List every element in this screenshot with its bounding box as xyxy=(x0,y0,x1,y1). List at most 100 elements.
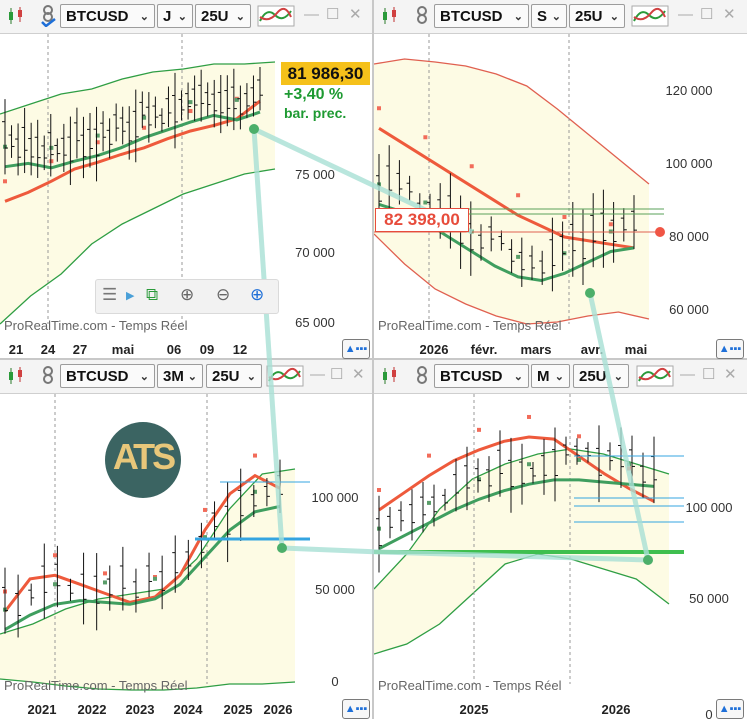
candlestick-icon[interactable] xyxy=(380,365,400,387)
minimize-icon[interactable]: — xyxy=(678,6,693,23)
scroll-right-button[interactable]: ▲▪▪▪ xyxy=(716,339,744,359)
psar-dot xyxy=(203,507,207,512)
maximize-icon[interactable]: ☐ xyxy=(330,366,344,383)
psar-dot xyxy=(142,115,147,120)
band-fill xyxy=(0,469,295,690)
scroll-right-button[interactable]: ▲▪▪▪ xyxy=(342,339,370,359)
y-tick-label: 50 000 xyxy=(689,591,729,606)
psar-dot xyxy=(608,222,613,227)
scroll-right-button[interactable]: ▲▪▪▪ xyxy=(342,699,370,719)
symbol-select[interactable]: BTCUSD ⌄ xyxy=(60,4,155,28)
psar-dot xyxy=(103,580,107,585)
x-tick-label: 09 xyxy=(200,342,214,357)
chevron-down-icon: ⌄ xyxy=(551,11,561,23)
x-tick-label: 24 xyxy=(41,342,56,357)
units-select[interactable]: 25U ⌄ xyxy=(195,4,251,28)
chart-panel-monthly[interactable]: BTCUSD ⌄ M ⌄ 25U ⌄ — ☐ ✕ 100 000 50 000 0 2025… xyxy=(374,360,747,719)
prev-bar-label: bar. prec. xyxy=(284,105,347,121)
psar-dot xyxy=(516,193,521,198)
maximize-icon[interactable]: ☐ xyxy=(700,6,714,23)
y-tick-label: 0 xyxy=(705,707,712,719)
price-chart[interactable]: 100 000 50 000 0 2021 2022 2023 2024 2025 2026 Pr… xyxy=(0,394,373,719)
x-tick-label: 2026 xyxy=(602,702,631,717)
link-icon[interactable] xyxy=(38,5,58,27)
y-tick-label: 100 000 xyxy=(686,500,733,515)
symbol-select[interactable]: BTCUSD ⌄ xyxy=(60,364,155,388)
timeframe-select[interactable]: J ⌄ xyxy=(157,4,193,28)
timeframe-select[interactable]: S ⌄ xyxy=(531,4,567,28)
price-chart[interactable]: 75 000 70 000 65 000 21 24 27 mai 06 09 12 ProReal… xyxy=(0,34,373,359)
menu-icon[interactable]: ☰ xyxy=(102,285,118,304)
minimize-icon[interactable]: — xyxy=(304,6,319,23)
chevron-down-icon: ⌄ xyxy=(554,371,564,383)
watermark: ProRealTime.com - Temps Réel xyxy=(378,318,562,333)
y-tick-label: 50 000 xyxy=(315,582,355,597)
units-select[interactable]: 25U ⌄ xyxy=(569,4,625,28)
units-select[interactable]: 25U ⌄ xyxy=(573,364,629,388)
last-price-label: 81 986,30 xyxy=(281,62,370,85)
last-price-marker xyxy=(655,227,665,237)
candlestick-icon[interactable] xyxy=(6,5,26,27)
symbol-select[interactable]: BTCUSD ⌄ xyxy=(434,364,529,388)
candle-style-icon[interactable]: ⧉ xyxy=(146,285,159,304)
indicators-icon[interactable] xyxy=(631,5,669,27)
panel-divider[interactable] xyxy=(0,358,747,360)
chart-mini-toolbar: ☰ ▶ ⧉ ⊕ ⊖ ⊕ xyxy=(95,279,279,314)
chevron-down-icon: ⌄ xyxy=(613,371,623,383)
scroll-right-button[interactable]: ▲▪▪▪ xyxy=(716,699,744,719)
chart-panel-quarterly[interactable]: BTCUSD ⌄ 3M ⌄ 25U ⌄ — ☐ ✕ 100 000 50 000 0 202… xyxy=(0,360,373,719)
x-tick-label: 2026 xyxy=(264,702,293,717)
x-tick-label: 27 xyxy=(73,342,87,357)
price-chart[interactable]: 120 000 100 000 80 000 60 000 2026 févr. mars a… xyxy=(374,34,747,359)
zoom-out-icon[interactable]: ⊖ xyxy=(216,285,231,304)
link-icon[interactable] xyxy=(38,365,58,387)
close-icon[interactable]: ✕ xyxy=(352,366,365,383)
psar-dot xyxy=(469,164,474,169)
x-tick-label: 2021 xyxy=(28,702,57,717)
indicators-icon[interactable] xyxy=(257,5,295,27)
close-icon[interactable]: ✕ xyxy=(724,366,737,383)
arrow-right-icon[interactable]: ▶ xyxy=(126,290,135,302)
y-tick-label: 70 000 xyxy=(295,245,335,260)
close-icon[interactable]: ✕ xyxy=(349,6,362,23)
timeframe-select[interactable]: 3M ⌄ xyxy=(157,364,203,388)
y-tick-label: 120 000 xyxy=(666,83,713,98)
psar-dot xyxy=(423,135,428,140)
psar-dot xyxy=(527,462,531,467)
maximize-icon[interactable]: ☐ xyxy=(326,6,340,23)
psar-dot xyxy=(95,133,100,138)
minimize-icon[interactable]: — xyxy=(310,366,325,383)
units-value: 25U xyxy=(579,368,607,385)
zoom-in-icon[interactable]: ⊕ xyxy=(250,285,265,304)
chart-panel-weekly[interactable]: BTCUSD ⌄ S ⌄ 25U ⌄ — ☐ ✕ 120 000 100 000 80 0… xyxy=(374,0,747,359)
psar-dot xyxy=(188,100,193,105)
x-tick-label: 2024 xyxy=(174,702,204,717)
link-icon[interactable] xyxy=(412,365,432,387)
indicators-icon[interactable] xyxy=(636,365,674,387)
units-select[interactable]: 25U ⌄ xyxy=(206,364,262,388)
y-tick-label: 65 000 xyxy=(295,315,335,330)
psar-dot xyxy=(142,125,147,130)
units-value: 25U xyxy=(201,8,229,25)
minimize-icon[interactable]: — xyxy=(680,366,695,383)
zoom-area-icon[interactable]: ⊕ xyxy=(180,285,195,304)
timeframe-select[interactable]: M ⌄ xyxy=(531,364,570,388)
price-chart[interactable]: 100 000 50 000 0 2025 2026 ProRealTime.com - … xyxy=(374,394,747,719)
link-icon[interactable] xyxy=(412,5,432,27)
psar-dot xyxy=(427,500,431,505)
maximize-icon[interactable]: ☐ xyxy=(702,366,716,383)
psar-dot xyxy=(53,553,57,558)
band-lower-line xyxy=(0,168,276,325)
candlestick-icon[interactable] xyxy=(380,5,400,27)
watermark: ProRealTime.com - Temps Réel xyxy=(378,678,562,693)
chevron-down-icon: ⌄ xyxy=(513,11,523,23)
psar-dot xyxy=(577,457,581,462)
psar-dot xyxy=(516,254,521,259)
indicators-icon[interactable] xyxy=(266,365,304,387)
psar-dot xyxy=(627,462,631,467)
candlestick-icon[interactable] xyxy=(6,365,26,387)
close-icon[interactable]: ✕ xyxy=(723,6,736,23)
psar-dot xyxy=(527,414,531,419)
symbol-select[interactable]: BTCUSD ⌄ xyxy=(434,4,529,28)
chart-toolbar: BTCUSD ⌄ M ⌄ 25U ⌄ — ☐ ✕ xyxy=(374,360,747,394)
